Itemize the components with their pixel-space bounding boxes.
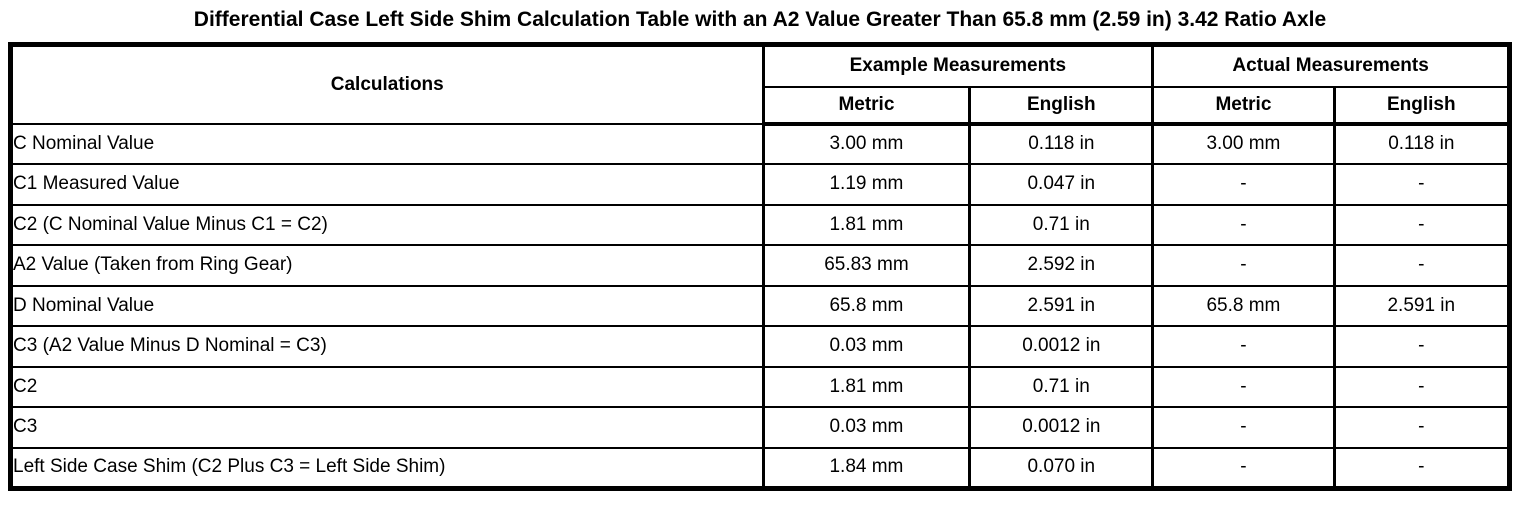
example-english-cell: 0.070 in	[968, 446, 1155, 489]
table-row: C3 (A2 Value Minus D Nominal = C3) 0.03 …	[9, 325, 1512, 368]
table-row: C3 0.03 mm 0.0012 in - -	[9, 406, 1512, 449]
calculation-label-cell: C3	[9, 406, 765, 449]
column-group-actual-measurements: Actual Measurements	[1151, 43, 1511, 88]
table-row: C2 1.81 mm 0.71 in - -	[9, 365, 1512, 408]
table-row: C1 Measured Value 1.19 mm 0.047 in - -	[9, 163, 1512, 206]
table-row: D Nominal Value 65.8 mm 2.591 in 65.8 mm…	[9, 284, 1512, 327]
example-metric-cell: 65.83 mm	[761, 244, 972, 287]
actual-metric-cell: -	[1151, 325, 1336, 368]
actual-english-cell: -	[1332, 244, 1512, 287]
actual-metric-cell: -	[1151, 203, 1336, 246]
calculation-label-cell: Left Side Case Shim (C2 Plus C3 = Left S…	[9, 446, 765, 489]
example-metric-cell: 1.84 mm	[761, 446, 972, 489]
example-english-cell: 2.591 in	[968, 284, 1155, 327]
example-english-cell: 0.047 in	[968, 163, 1155, 206]
actual-english-cell: -	[1332, 365, 1512, 408]
actual-metric-cell: -	[1151, 163, 1336, 206]
header-units-row: Metric English Metric English	[11, 85, 1512, 126]
table-row: C Nominal Value 3.00 mm 0.118 in 3.00 mm…	[9, 122, 1512, 165]
example-english-cell: 0.71 in	[968, 203, 1155, 246]
example-english-cell: 0.0012 in	[968, 406, 1155, 449]
calculation-label-cell: C2	[9, 365, 765, 408]
actual-metric-cell: 65.8 mm	[1151, 284, 1336, 327]
actual-metric-cell: 3.00 mm	[1151, 122, 1336, 165]
example-metric-cell: 1.19 mm	[761, 163, 972, 206]
actual-metric-cell: -	[1151, 406, 1336, 449]
actual-metric-cell: -	[1151, 365, 1336, 408]
actual-english-cell: -	[1332, 203, 1512, 246]
header-group-row: Calculations Example Measurements Actual…	[9, 43, 1511, 125]
column-group-example-measurements: Example Measurements	[761, 43, 1155, 88]
actual-english-cell: -	[1332, 446, 1512, 489]
page-title: Differential Case Left Side Shim Calcula…	[193, 8, 1327, 31]
actual-english-cell: 2.591 in	[1332, 284, 1512, 327]
actual-english-cell: -	[1332, 325, 1512, 368]
calculation-label-cell: C Nominal Value	[9, 122, 765, 165]
column-header-calculations: Calculations	[9, 43, 765, 125]
calculation-label-cell: C1 Measured Value	[9, 163, 765, 206]
example-metric-cell: 65.8 mm	[761, 284, 972, 327]
table-row: C2 (C Nominal Value Minus C1 = C2) 1.81 …	[9, 203, 1512, 246]
actual-metric-cell: -	[1151, 244, 1336, 287]
actual-english-cell: -	[1332, 406, 1512, 449]
column-header-actual-english: English	[1332, 85, 1512, 126]
shim-calculation-table: Calculations Example Measurements Actual…	[8, 42, 1512, 491]
example-english-cell: 2.592 in	[968, 244, 1155, 287]
actual-english-cell: 0.118 in	[1332, 122, 1512, 165]
example-metric-cell: 1.81 mm	[761, 365, 972, 408]
column-header-example-metric: Metric	[761, 85, 972, 126]
example-english-cell: 0.0012 in	[968, 325, 1155, 368]
calculation-label-cell: D Nominal Value	[9, 284, 765, 327]
calculation-label-cell: A2 Value (Taken from Ring Gear)	[9, 244, 765, 287]
example-english-cell: 0.71 in	[968, 365, 1155, 408]
example-metric-cell: 1.81 mm	[761, 203, 972, 246]
column-header-example-english: English	[968, 85, 1155, 126]
actual-metric-cell: -	[1151, 446, 1336, 489]
table-row: A2 Value (Taken from Ring Gear) 65.83 mm…	[9, 244, 1512, 287]
calculation-label-cell: C2 (C Nominal Value Minus C1 = C2)	[9, 203, 765, 246]
column-header-actual-metric: Metric	[1151, 85, 1336, 126]
example-english-cell: 0.118 in	[968, 122, 1155, 165]
example-metric-cell: 0.03 mm	[761, 325, 972, 368]
calculation-label-cell: C3 (A2 Value Minus D Nominal = C3)	[9, 325, 765, 368]
example-metric-cell: 0.03 mm	[761, 406, 972, 449]
actual-english-cell: -	[1332, 163, 1512, 206]
table-row: Left Side Case Shim (C2 Plus C3 = Left S…	[9, 446, 1512, 489]
example-metric-cell: 3.00 mm	[761, 122, 972, 165]
